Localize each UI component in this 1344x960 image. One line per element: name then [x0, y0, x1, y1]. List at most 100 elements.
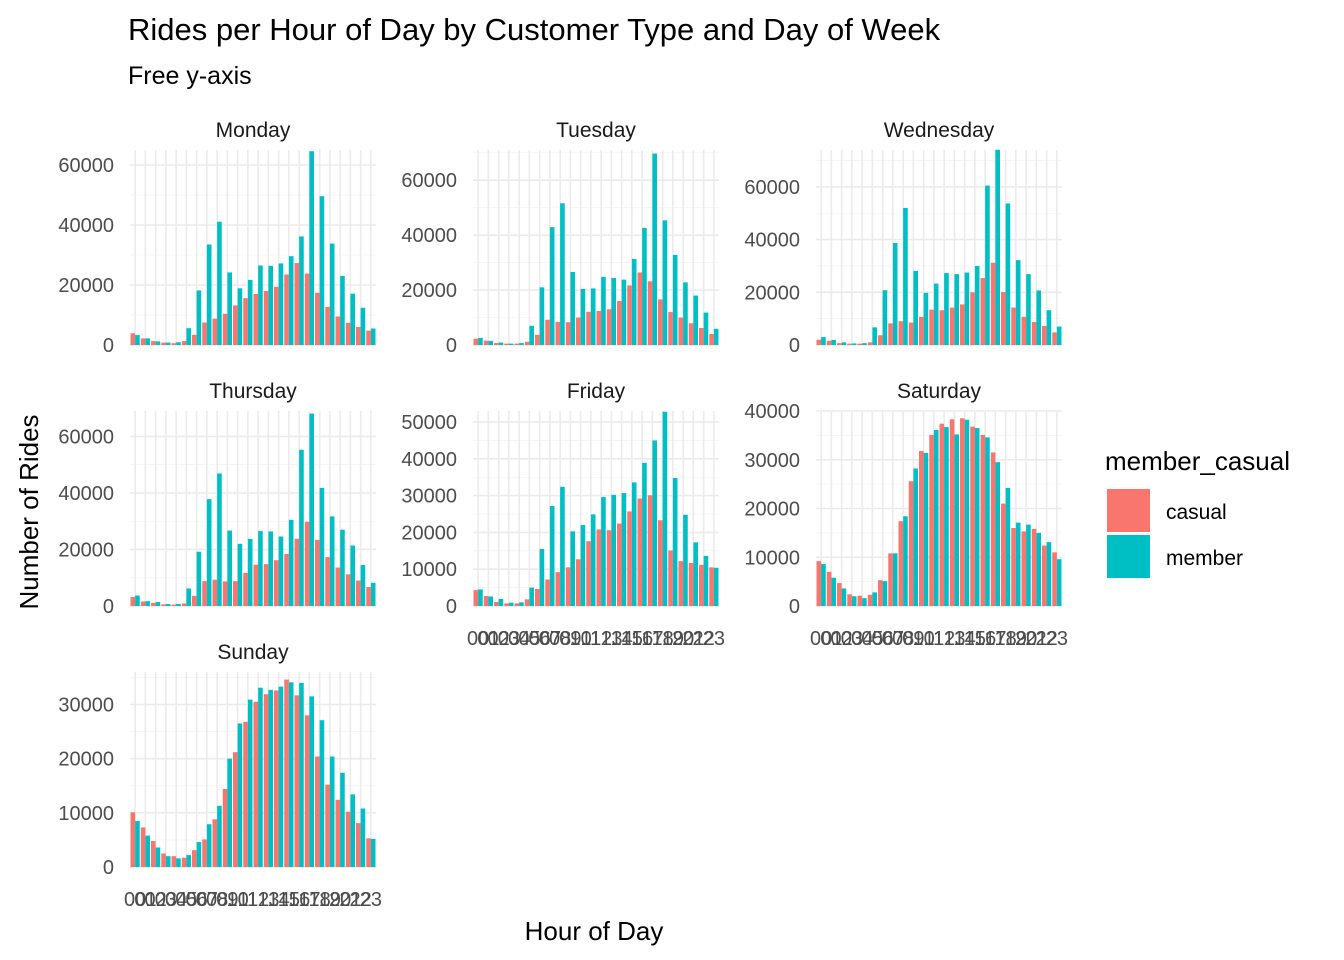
- y-tick-label: 40000: [58, 483, 114, 505]
- bar-member-tuesday-06: [539, 287, 545, 345]
- bar-member-saturday-16: [985, 437, 990, 606]
- bar-member-wednesday-22: [1046, 310, 1052, 345]
- bar-casual-friday-09: [565, 567, 571, 606]
- bar-member-friday-09: [570, 531, 575, 606]
- bar-member-tuesday-12: [601, 276, 606, 345]
- x-tick-label: 13: [600, 628, 622, 650]
- bar-member-tuesday-19: [672, 254, 678, 345]
- bar-casual-saturday-13: [949, 419, 955, 606]
- panel-title-tuesday: Tuesday: [556, 119, 636, 142]
- bar-member-monday-12: [258, 265, 263, 345]
- panel-sunday: Sunday 0 10000 20000 30000 000102030405060708…: [58, 641, 382, 911]
- bar-member-thursday-16: [299, 449, 304, 606]
- bar-member-tuesday-22: [703, 312, 709, 345]
- bar-member-sunday-23: [370, 838, 376, 867]
- bar-casual-tuesday-02: [494, 343, 499, 345]
- x-tick-label: 04: [165, 889, 187, 911]
- y-tick-label: 60000: [58, 155, 114, 177]
- x-tick-label: 17: [641, 628, 663, 650]
- bar-casual-tuesday-05: [524, 341, 530, 345]
- x-tick-label: 02: [488, 628, 510, 650]
- bar-casual-tuesday-06: [535, 334, 540, 345]
- bar-member-friday-15: [631, 482, 637, 606]
- bar-casual-wednesday-17: [990, 262, 996, 345]
- bar-casual-wednesday-02: [837, 343, 842, 345]
- y-tick-label: 10000: [58, 803, 114, 825]
- bar-casual-wednesday-12: [939, 310, 945, 345]
- bar-member-thursday-23: [370, 582, 376, 606]
- x-tick-label: 08: [206, 889, 228, 911]
- bar-casual-wednesday-23: [1052, 332, 1057, 345]
- bar-member-saturday-00: [821, 564, 826, 606]
- x-tick-label: 14: [268, 889, 290, 911]
- x-tick-label: 15: [964, 628, 986, 650]
- x-tick-label: 03: [841, 628, 863, 650]
- bar-member-tuesday-20: [683, 282, 688, 345]
- bar-casual-thursday-23: [366, 587, 371, 606]
- bar-member-tuesday-02: [498, 342, 504, 345]
- bar-member-wednesday-05: [872, 327, 877, 345]
- bar-member-wednesday-13: [954, 274, 959, 345]
- bar-casual-sunday-21: [345, 811, 351, 867]
- bar-member-sunday-21: [350, 794, 355, 867]
- bar-member-wednesday-14: [964, 272, 970, 345]
- bar-member-thursday-12: [258, 531, 263, 606]
- bar-casual-friday-23: [709, 567, 714, 606]
- panel-title-monday: Monday: [216, 119, 291, 142]
- y-tick-label: 30000: [58, 695, 114, 717]
- bar-member-sunday-15: [288, 682, 294, 867]
- bar-casual-tuesday-21: [688, 323, 694, 345]
- bar-casual-friday-13: [606, 530, 612, 606]
- bar-member-saturday-08: [903, 516, 908, 606]
- bar-casual-thursday-13: [263, 564, 269, 606]
- bar-casual-friday-14: [617, 523, 622, 606]
- x-tick-label: 22: [1036, 628, 1058, 650]
- legend: member_casual casual member: [1105, 446, 1290, 578]
- bar-member-friday-03: [508, 602, 514, 606]
- facet-panels: Monday0200004000060000Tuesday02000040000…: [58, 119, 1068, 911]
- bar-casual-thursday-10: [233, 581, 238, 606]
- bar-member-wednesday-17: [995, 149, 1000, 345]
- legend-title: member_casual: [1105, 446, 1290, 476]
- x-tick-label: 04: [851, 628, 873, 650]
- bar-member-sunday-07: [206, 824, 212, 867]
- x-tick-label: 23: [703, 628, 725, 650]
- bar-member-sunday-08: [217, 805, 222, 867]
- x-tick-label: 21: [339, 889, 361, 911]
- bar-casual-friday-17: [647, 495, 653, 606]
- y-tick-label: 60000: [58, 426, 114, 448]
- bar-casual-friday-04: [514, 603, 520, 606]
- bar-casual-thursday-09: [222, 581, 228, 606]
- x-tick-label: 05: [175, 889, 197, 911]
- bar-casual-thursday-06: [192, 595, 197, 606]
- x-tick-label: 02: [831, 628, 853, 650]
- bar-casual-tuesday-23: [709, 334, 714, 345]
- bar-casual-sunday-09: [222, 789, 228, 867]
- bar-member-thursday-14: [278, 536, 284, 606]
- bar-member-thursday-21: [350, 545, 355, 606]
- legend-label-member: member: [1166, 547, 1243, 570]
- bar-member-saturday-07: [892, 553, 898, 606]
- bar-member-sunday-10: [237, 723, 243, 867]
- bar-member-tuesday-10: [580, 288, 586, 345]
- bar-casual-thursday-22: [356, 580, 361, 606]
- bar-casual-thursday-05: [181, 603, 187, 606]
- x-tick-label: 16: [288, 889, 310, 911]
- bar-casual-monday-21: [345, 322, 351, 345]
- bar-casual-saturday-09: [908, 481, 914, 606]
- bar-casual-tuesday-17: [647, 281, 653, 345]
- bar-casual-sunday-22: [356, 823, 361, 867]
- bar-member-monday-20: [340, 276, 345, 345]
- bar-casual-thursday-18: [315, 539, 320, 606]
- bar-member-sunday-00: [135, 820, 140, 867]
- bar-casual-saturday-17: [990, 452, 996, 606]
- x-tick-label: 20: [672, 628, 694, 650]
- bar-member-saturday-06: [882, 581, 888, 606]
- bar-member-wednesday-00: [821, 337, 826, 345]
- y-tick-label: 0: [789, 335, 800, 357]
- bar-member-friday-06: [539, 548, 545, 606]
- bar-casual-friday-15: [627, 511, 632, 606]
- bar-casual-monday-15: [284, 274, 289, 345]
- bar-member-sunday-13: [268, 689, 273, 867]
